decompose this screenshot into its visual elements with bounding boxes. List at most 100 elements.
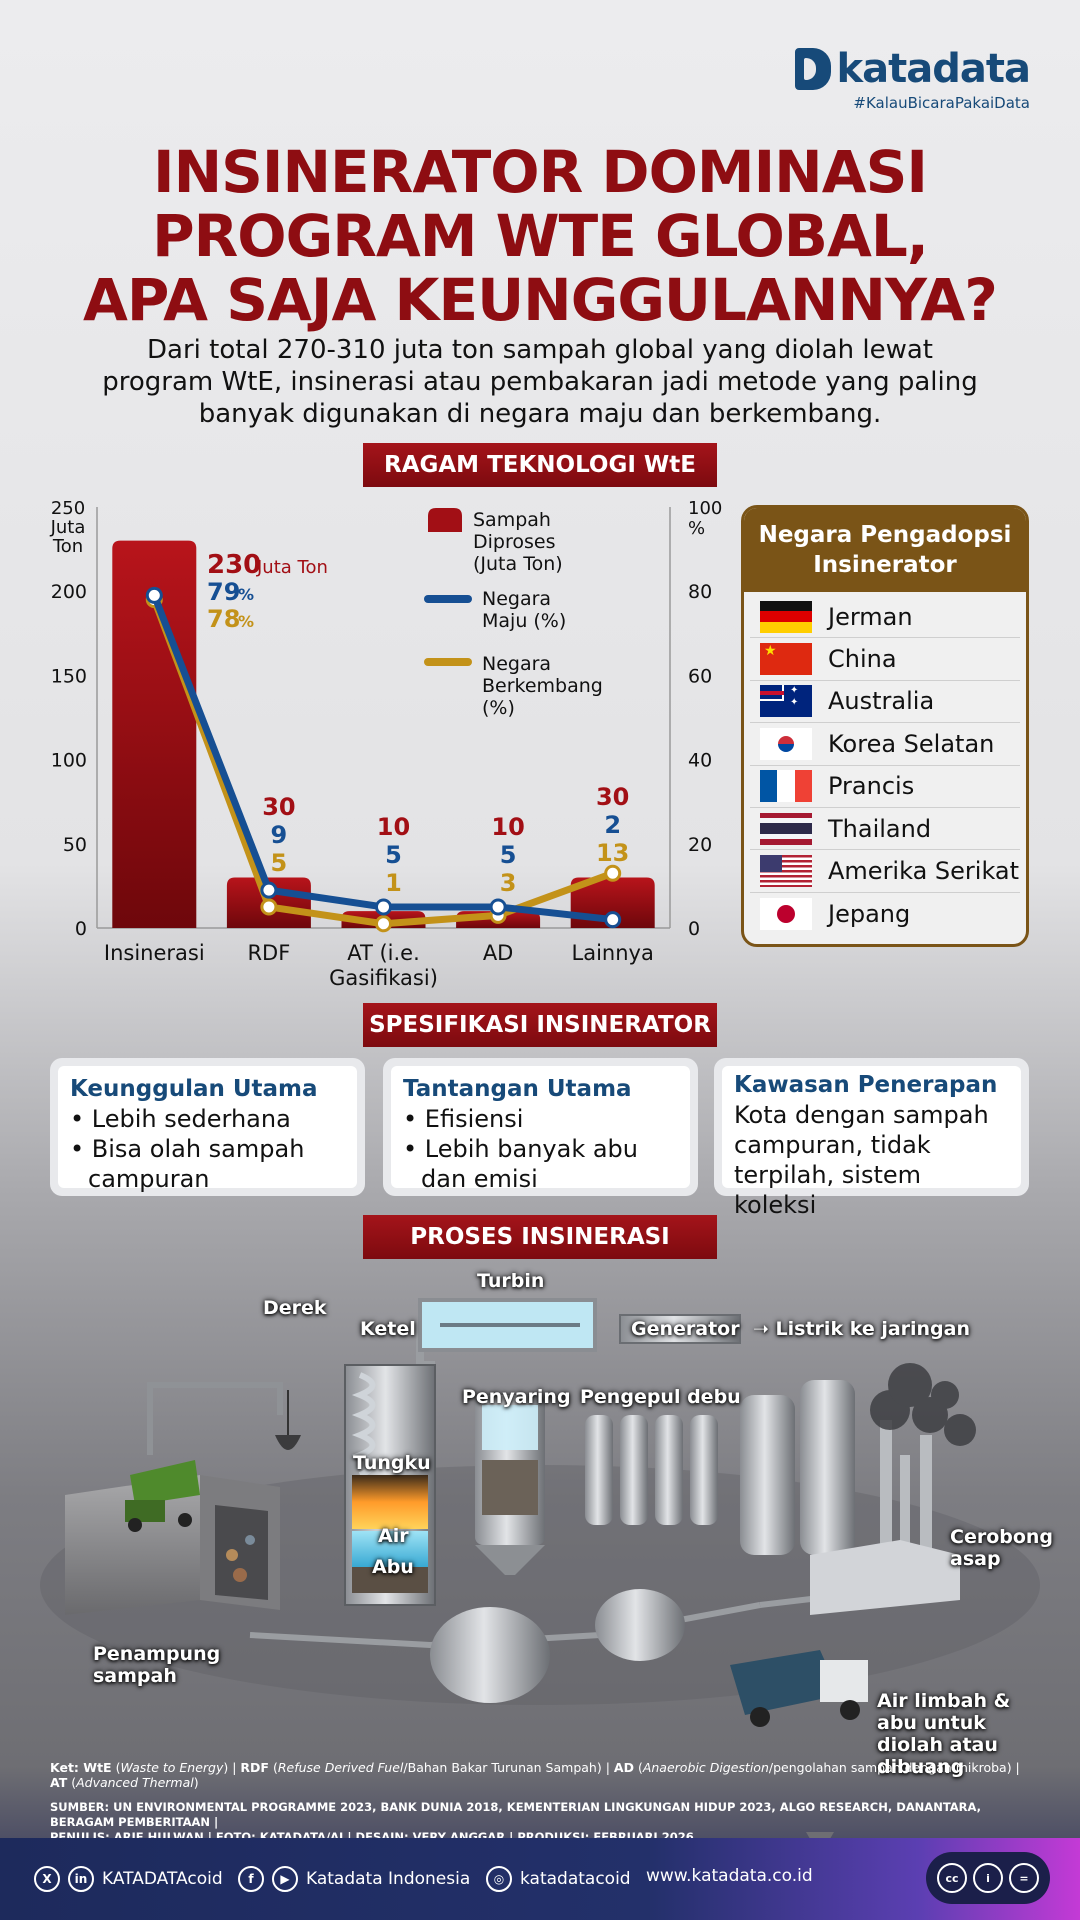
legend-label-developing: Berkembang — [482, 675, 603, 697]
pump-2 — [595, 1589, 685, 1661]
legend-label-developed: Negara — [482, 588, 551, 610]
usa-flag-icon — [760, 855, 812, 888]
footer-website[interactable]: www.katadata.co.id — [646, 1866, 813, 1886]
data-label-developing-1: 5 — [271, 849, 288, 877]
area-card: Kawasan Penerapan Kota dengan sampah cam… — [714, 1058, 1029, 1219]
note-rdf-full: Refuse Derived Fuel — [277, 1760, 404, 1775]
australia-flag-icon: ✦ ✦ — [760, 685, 812, 718]
silo — [800, 1380, 855, 1555]
note-at-full: Advanced Thermal — [76, 1775, 194, 1790]
country-item: ✦ ✦ Australia — [750, 681, 1020, 724]
country-name: Thailand — [828, 814, 932, 843]
category-label: Lainnya — [572, 941, 654, 965]
country-name: Jerman — [828, 602, 913, 631]
smoke — [870, 1363, 976, 1446]
footer: X in KATADATAcoid f ▶ Katadata Indonesia… — [0, 1838, 1080, 1920]
process-illustration — [40, 1298, 1040, 1727]
footer-social-1[interactable]: X in KATADATAcoid — [34, 1866, 223, 1892]
label-wastewater: Air limbah & abu untuk diolah atau dibua… — [877, 1690, 1011, 1778]
pump-1 — [430, 1607, 550, 1703]
cc-icon: cc — [937, 1863, 967, 1893]
facebook-icon: f — [238, 1866, 264, 1892]
sources-line: SUMBER: UN ENVIRONMENTAL PROGRAMME 2023,… — [50, 1800, 982, 1829]
area-text: Kota dengan sampah campuran, tidak terpi… — [734, 1101, 989, 1219]
country-name: Prancis — [828, 772, 915, 801]
advantages-card: Keunggulan Utama Lebih sederhana Bisa ol… — [50, 1058, 365, 1196]
left-axis-label: Ton — [52, 536, 83, 557]
left-tick-label: 50 — [63, 834, 87, 856]
country-box: Negara Pengadopsi Insinerator Jerman ★ Chi… — [741, 505, 1029, 947]
note-ad-full: Anaerobic Digestion — [642, 1760, 769, 1775]
ash-bin — [352, 1567, 428, 1593]
label-chimney: Cerobong asap — [950, 1526, 1054, 1570]
process-banner: PROSES INSINERASI — [363, 1215, 717, 1259]
developing-point-2 — [375, 915, 392, 933]
left-axis-label: Juta — [50, 517, 86, 538]
area-title: Kawasan Penerapan — [734, 1072, 998, 1098]
data-label-developing-0-suffix: % — [238, 612, 254, 631]
japan-flag-icon — [760, 897, 812, 930]
chart-notes: Ket: WtE (Waste to Energy) | RDF (Refuse… — [50, 1760, 1020, 1790]
attribution-icon: i — [973, 1863, 1003, 1893]
garbage-truck-cab — [820, 1660, 868, 1702]
country-name: Australia — [828, 687, 935, 716]
legend-label-developing: Negara — [482, 653, 551, 675]
brand-tagline: #KalauBicaraPakaiData — [853, 94, 1030, 112]
page-title: INSINERATOR DOMINASI PROGRAM WTE GLOBAL,… — [40, 140, 1040, 332]
country-item: ★ China — [750, 638, 1020, 681]
country-item: Korea Selatan — [750, 723, 1020, 766]
developing-point-1 — [260, 898, 278, 916]
developed-point-3 — [489, 898, 507, 916]
subtitle-line-3: banyak digunakan di negara maju dan berk… — [198, 399, 882, 429]
developing-point-4 — [604, 864, 622, 882]
dump-truck-bed — [130, 1460, 200, 1505]
note-ad-local: /pengolahan sampah dengan mikroba) — [768, 1760, 1012, 1775]
water-tank — [352, 1531, 428, 1567]
data-label-developing-3: 3 — [500, 869, 517, 897]
label-bunker: Penampung sampah — [93, 1643, 221, 1687]
country-name: Korea Selatan — [828, 729, 995, 758]
footer-social-2[interactable]: f ▶ Katadata Indonesia — [238, 1866, 470, 1892]
country-item: Amerika Serikat — [750, 850, 1020, 893]
country-name: Amerika Serikat — [828, 857, 1020, 886]
category-label: RDF — [247, 941, 290, 965]
footer-social-3[interactable]: ◎ katadatacoid — [486, 1866, 631, 1892]
label-generator: Generator — [631, 1318, 740, 1340]
advantage-item: Lebih sederhana — [70, 1104, 345, 1134]
furnace — [352, 1475, 428, 1529]
right-tick-label: 40 — [688, 750, 712, 772]
data-label-developing-2: 1 — [385, 869, 402, 897]
korea-flag-icon — [760, 727, 812, 760]
category-label: Insinerasi — [104, 941, 205, 965]
garbage-truck-body — [730, 1650, 840, 1715]
data-label-developed-4: 2 — [604, 811, 621, 839]
data-label-developing-0: 78 — [207, 605, 240, 633]
label-dust: Pengepul debu — [580, 1386, 741, 1408]
challenge-item: Efisiensi — [403, 1104, 678, 1134]
country-item: Prancis — [750, 766, 1020, 808]
label-filter: Penyaring — [462, 1386, 571, 1408]
developed-point-0 — [145, 586, 163, 604]
challenges-card: Tantangan Utama Efisiensi Lebih banyak a… — [383, 1058, 698, 1196]
developed-line — [151, 594, 614, 924]
category-label: Gasifikasi) — [329, 966, 438, 990]
noderivs-icon: = — [1009, 1863, 1039, 1893]
country-box-title: Negara Pengadopsi Insinerator — [744, 508, 1026, 592]
legend-label-developed: Maju (%) — [482, 610, 566, 632]
label-turbine: Turbin — [477, 1270, 545, 1292]
right-axis-label: % — [688, 518, 705, 539]
silo — [740, 1395, 795, 1555]
challenge-item: Lebih banyak abu dan emisi — [403, 1134, 678, 1194]
note-wte-abbr: WtE — [83, 1760, 112, 1775]
legend-label-bar: (Juta Ton) — [473, 553, 563, 575]
note-wte-full: Waste to Energy — [120, 1760, 224, 1775]
left-tick-label: 0 — [75, 918, 87, 940]
data-label-developed-0-suffix: % — [238, 585, 254, 604]
generator — [619, 1314, 741, 1344]
crane-rail — [147, 1382, 283, 1455]
bunker-wall-left — [65, 1475, 200, 1615]
data-label-bar-0: 230 — [207, 550, 261, 580]
title-line-3: APA SAJA KEUNGGULANNYA? — [83, 266, 998, 334]
developed-point-1 — [260, 881, 278, 899]
